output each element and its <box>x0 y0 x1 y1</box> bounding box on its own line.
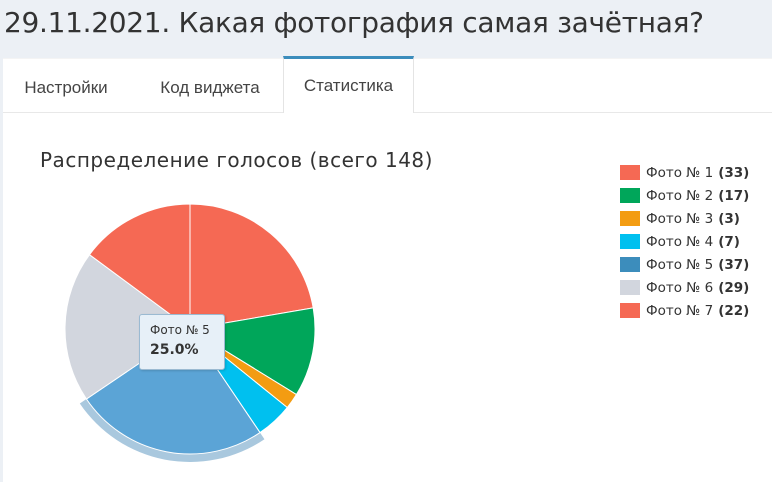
legend-count: (33) <box>718 164 750 181</box>
legend-label: Фото № 5 <box>646 256 714 273</box>
page-title: 29.11.2021. Какая фотография самая зачёт… <box>4 6 704 39</box>
pie-slice[interactable] <box>88 203 191 330</box>
legend-count: (3) <box>718 210 740 227</box>
legend-label: Фото № 4 <box>646 233 714 250</box>
chart-legend: Фото № 1 (33) Фото № 2 (17) Фото № 3 (3) Фото … <box>620 161 749 322</box>
chart-tooltip: Фото № 5 25.0% <box>139 314 225 370</box>
tab-bar: Настройки Код виджета Статистика <box>3 56 772 113</box>
legend-swatch <box>620 234 640 249</box>
legend-label: Фото № 2 <box>646 187 714 204</box>
legend-item[interactable]: Фото № 2 (17) <box>620 184 749 207</box>
legend-item[interactable]: Фото № 5 (37) <box>620 253 749 276</box>
legend-label: Фото № 7 <box>646 302 714 319</box>
tooltip-label: Фото № 5 <box>150 323 210 337</box>
legend-item[interactable]: Фото № 3 (3) <box>620 207 749 230</box>
tab-settings[interactable]: Настройки <box>24 78 108 97</box>
legend-count: (17) <box>718 187 750 204</box>
legend-label: Фото № 3 <box>646 210 714 227</box>
legend-swatch <box>620 257 640 272</box>
legend-item[interactable]: Фото № 7 (22) <box>620 299 749 322</box>
legend-swatch <box>620 211 640 226</box>
legend-count: (37) <box>718 256 750 273</box>
legend-swatch <box>620 165 640 180</box>
legend-count: (7) <box>718 233 740 250</box>
legend-label: Фото № 1 <box>646 164 714 181</box>
pie-slice[interactable] <box>64 253 191 400</box>
legend-item[interactable]: Фото № 6 (29) <box>620 276 749 299</box>
pie-slice[interactable] <box>85 328 261 455</box>
tab-statistics[interactable]: Статистика <box>283 56 414 113</box>
legend-swatch <box>620 188 640 203</box>
tab-widget-code[interactable]: Код виджета <box>160 78 260 97</box>
tooltip-value: 25.0% <box>150 342 199 358</box>
legend-item[interactable]: Фото № 1 (33) <box>620 161 749 184</box>
chart-title: Распределение голосов (всего 148) <box>40 148 433 172</box>
legend-count: (22) <box>718 302 750 319</box>
legend-swatch <box>620 303 640 318</box>
legend-count: (29) <box>718 279 750 296</box>
legend-item[interactable]: Фото № 4 (7) <box>620 230 749 253</box>
pie-slice[interactable] <box>189 203 314 330</box>
legend-swatch <box>620 280 640 295</box>
legend-label: Фото № 6 <box>646 279 714 296</box>
